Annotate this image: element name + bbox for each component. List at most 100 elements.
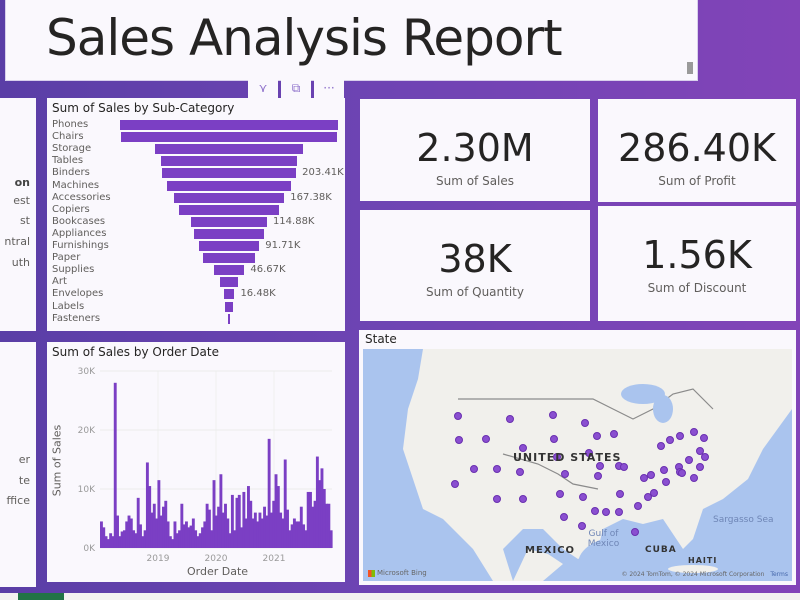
funnel-bar[interactable] <box>223 289 235 300</box>
state-marker[interactable] <box>615 508 623 516</box>
state-marker[interactable] <box>493 495 501 503</box>
sales-bar <box>283 459 287 548</box>
state-marker[interactable] <box>610 430 618 438</box>
state-marker[interactable] <box>676 432 684 440</box>
funnel-bar[interactable] <box>120 120 338 131</box>
state-marker[interactable] <box>660 466 668 474</box>
funnel-bar[interactable] <box>203 253 255 264</box>
sales-bar <box>302 524 306 548</box>
state-marker[interactable] <box>602 508 610 516</box>
focus-mode-icon[interactable]: ⧉ <box>281 80 311 98</box>
state-marker[interactable] <box>634 502 642 510</box>
state-marker[interactable] <box>700 434 708 442</box>
sales-bar <box>150 512 154 548</box>
state-marker[interactable] <box>678 469 686 477</box>
funnel-bar[interactable] <box>120 132 338 143</box>
state-marker[interactable] <box>560 513 568 521</box>
funnel-bar[interactable] <box>225 301 233 312</box>
funnel-bar[interactable] <box>179 204 279 215</box>
state-marker[interactable] <box>585 449 593 457</box>
slicer-item[interactable]: uth <box>11 256 30 269</box>
funnel-bar[interactable] <box>228 313 230 324</box>
state-marker[interactable] <box>701 453 709 461</box>
slicer-item[interactable]: ntral <box>4 235 30 248</box>
sales-bar <box>173 521 177 548</box>
state-marker[interactable] <box>631 528 639 536</box>
state-marker[interactable] <box>685 456 693 464</box>
state-marker[interactable] <box>561 470 569 478</box>
sales-bar <box>111 536 115 548</box>
slicer-item[interactable]: st <box>19 214 30 227</box>
state-marker[interactable] <box>690 474 698 482</box>
state-marker[interactable] <box>662 478 670 486</box>
bing-logo: Microsoft Bing <box>368 569 427 577</box>
state-marker[interactable] <box>506 415 514 423</box>
map-label-cuba: CUBA <box>645 545 677 555</box>
state-marker[interactable] <box>666 436 674 444</box>
state-marker[interactable] <box>550 435 558 443</box>
state-marker[interactable] <box>650 489 658 497</box>
state-marker[interactable] <box>516 468 524 476</box>
state-marker[interactable] <box>593 432 601 440</box>
y-tick-label: 0K <box>83 544 96 554</box>
state-marker[interactable] <box>696 463 704 471</box>
state-marker[interactable] <box>556 490 564 498</box>
sales-by-subcategory-chart[interactable]: Sum of Sales by Sub-Category Phones Chair… <box>47 98 345 331</box>
state-marker[interactable] <box>620 463 628 471</box>
funnel-bar[interactable] <box>193 228 265 239</box>
funnel-bar[interactable] <box>161 168 297 179</box>
y-axis-title: Sum of Sales <box>50 424 64 497</box>
state-marker[interactable] <box>549 411 557 419</box>
state-marker[interactable] <box>657 442 665 450</box>
funnel-bar[interactable] <box>155 144 303 155</box>
slicer-item[interactable]: er <box>18 453 30 466</box>
funnel-bar[interactable] <box>160 156 298 167</box>
state-marker[interactable] <box>616 490 624 498</box>
state-marker[interactable] <box>596 462 604 470</box>
state-marker[interactable] <box>591 507 599 515</box>
page-tab-active[interactable] <box>18 593 64 600</box>
map-canvas[interactable]: UNITED STATES MEXICO Gulf of Mexico CUBA… <box>363 349 792 581</box>
funnel-bar[interactable] <box>220 277 238 288</box>
state-map[interactable]: State UNITED STATES MEXICO Gulf of Mexic… <box>359 330 796 585</box>
state-marker[interactable] <box>455 436 463 444</box>
kpi-card-quantity[interactable]: 38K Sum of Quantity <box>360 210 590 321</box>
state-marker[interactable] <box>578 522 586 530</box>
kpi-card-profit[interactable]: 286.40K Sum of Profit <box>598 99 796 202</box>
state-marker[interactable] <box>690 428 698 436</box>
state-marker[interactable] <box>647 471 655 479</box>
sales-by-order-date-chart[interactable]: Sum of Sales by Order Date 0K 10K 20K 30K 20… <box>47 342 345 582</box>
title-scrollbar[interactable] <box>687 62 693 74</box>
kpi-label: Sum of Profit <box>658 174 736 188</box>
funnel-bar[interactable] <box>213 265 245 276</box>
funnel-bar[interactable] <box>166 180 292 191</box>
state-marker[interactable] <box>553 453 561 461</box>
state-marker[interactable] <box>451 480 459 488</box>
sales-bar <box>212 480 216 548</box>
state-marker[interactable] <box>470 465 478 473</box>
state-marker[interactable] <box>579 493 587 501</box>
state-marker[interactable] <box>644 493 652 501</box>
state-marker[interactable] <box>594 472 602 480</box>
kpi-card-sales[interactable]: 2.30M Sum of Sales <box>360 99 590 201</box>
kpi-value: 286.40K <box>618 126 776 170</box>
state-marker[interactable] <box>519 495 527 503</box>
state-marker[interactable] <box>493 465 501 473</box>
slicer-item[interactable]: ffice <box>6 494 30 507</box>
more-options-icon[interactable]: ··· <box>314 80 344 98</box>
state-marker[interactable] <box>454 412 462 420</box>
filter-icon[interactable]: ⋎ <box>248 80 278 98</box>
funnel-bar[interactable] <box>173 192 285 203</box>
sales-bar <box>286 509 289 548</box>
kpi-card-discount[interactable]: 1.56K Sum of Discount <box>598 206 796 321</box>
state-marker[interactable] <box>519 444 527 452</box>
kpi-label: Sum of Quantity <box>426 285 524 299</box>
state-marker[interactable] <box>696 447 704 455</box>
slicer-item[interactable]: te <box>18 474 30 487</box>
funnel-bar[interactable] <box>198 241 260 252</box>
state-marker[interactable] <box>581 419 589 427</box>
state-marker[interactable] <box>482 435 490 443</box>
slicer-item[interactable]: est <box>13 194 30 207</box>
funnel-bar[interactable] <box>191 216 267 227</box>
terms-link[interactable]: Terms <box>770 571 788 578</box>
